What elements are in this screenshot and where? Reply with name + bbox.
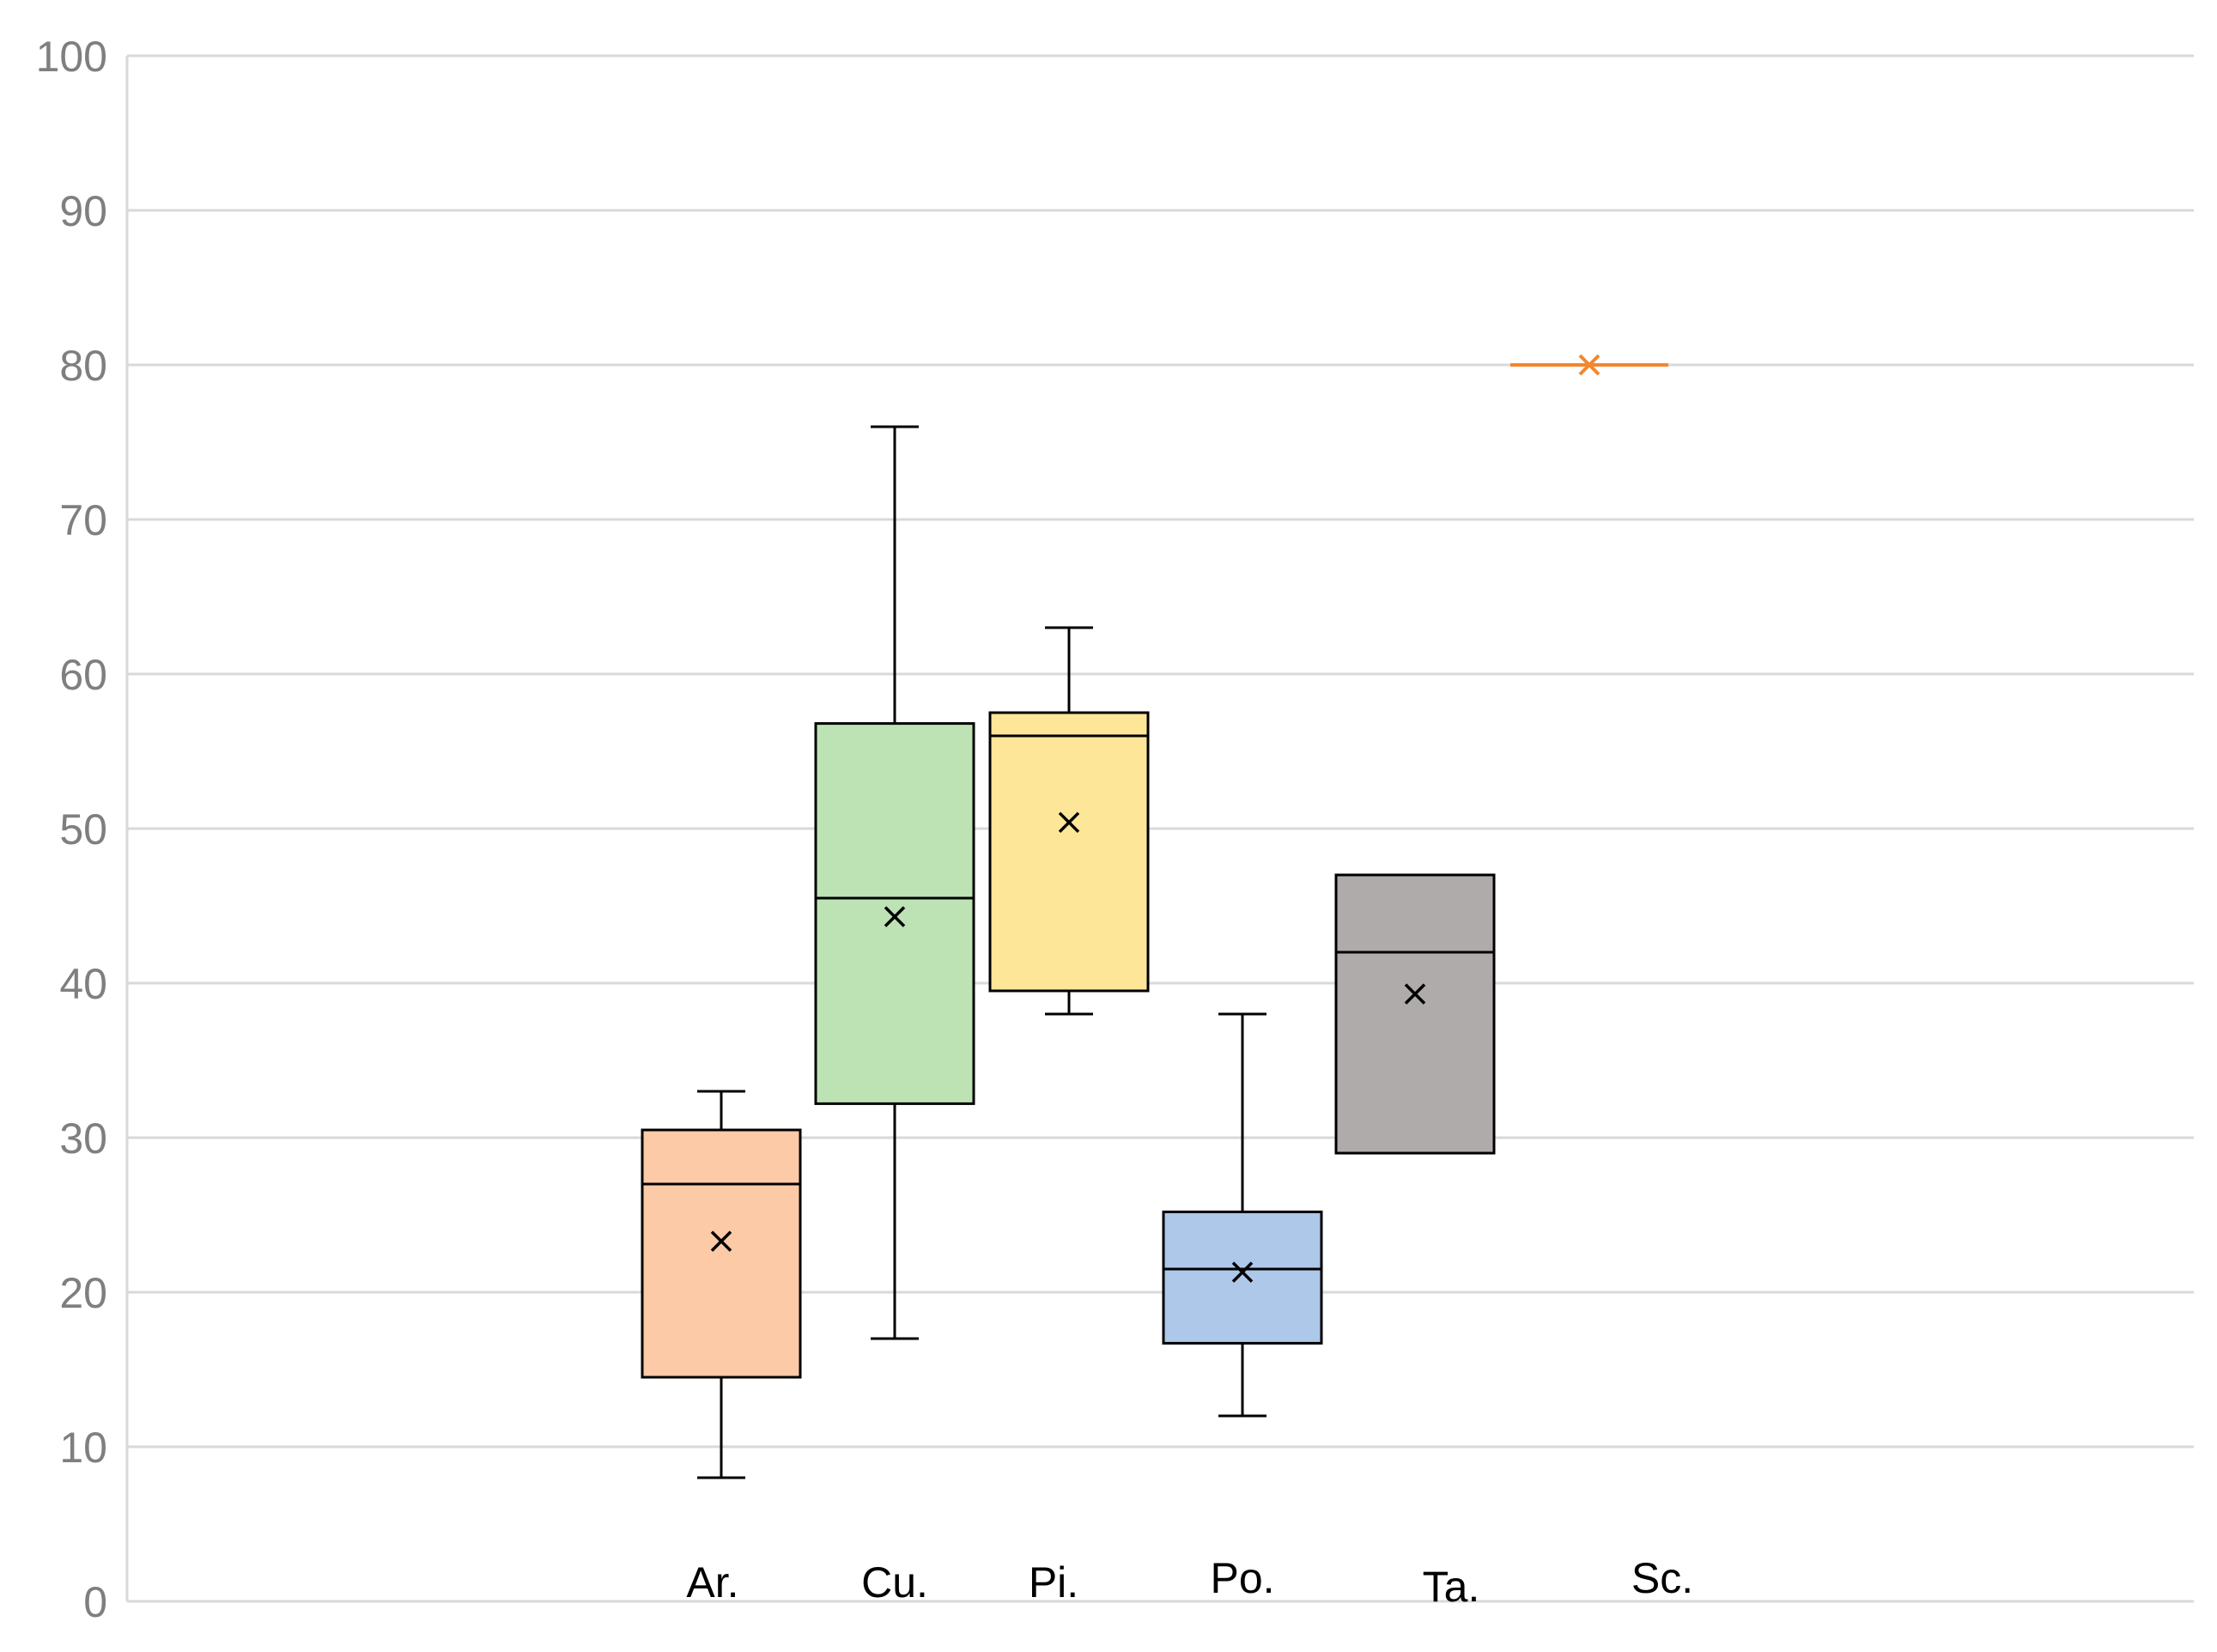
category-label: Sc. [1631, 1554, 1693, 1602]
y-tick-label: 60 [59, 651, 107, 699]
box-series [641, 354, 1668, 1479]
iqr-box [641, 1128, 802, 1379]
category-label: Ta. [1423, 1563, 1480, 1611]
y-tick-label: 20 [59, 1269, 107, 1317]
mean-marker [710, 1230, 732, 1252]
y-axis-tick-labels: 0 10 20 30 40 50 60 70 80 90 100 [36, 33, 107, 1626]
mean-marker [1578, 354, 1600, 376]
mean-marker [884, 906, 906, 927]
y-tick-label: 100 [36, 33, 107, 81]
y-tick-label: 40 [59, 960, 107, 1008]
box-po [1162, 1012, 1323, 1418]
mean-marker [1231, 1261, 1254, 1283]
box-pi [988, 626, 1150, 1016]
box-ar [641, 1090, 802, 1479]
iqr-box [1162, 1210, 1323, 1345]
y-tick-label: 80 [59, 342, 107, 390]
category-label: Ar. [686, 1558, 738, 1606]
y-tick-label: 70 [59, 496, 107, 544]
category-labels: Ar. Cu. Pi. Po. Ta. Sc. [686, 1554, 1693, 1611]
box-ta [1334, 873, 1496, 1155]
y-tick-label: 50 [59, 805, 107, 853]
category-label: Pi. [1029, 1558, 1078, 1606]
category-label: Cu. [861, 1558, 928, 1606]
box-cu [814, 425, 975, 1340]
mean-marker [1404, 983, 1426, 1005]
iqr-box [814, 722, 975, 1105]
iqr-box [1334, 873, 1496, 1155]
box-sc [1510, 354, 1668, 376]
y-tick-label: 0 [83, 1578, 107, 1626]
y-tick-label: 10 [59, 1424, 107, 1472]
y-tick-label: 30 [59, 1114, 107, 1163]
y-tick-label: 90 [59, 187, 107, 235]
gridlines [125, 54, 2194, 1603]
mean-marker [1058, 811, 1080, 834]
category-label: Po. [1210, 1554, 1274, 1602]
iqr-box [988, 711, 1150, 993]
